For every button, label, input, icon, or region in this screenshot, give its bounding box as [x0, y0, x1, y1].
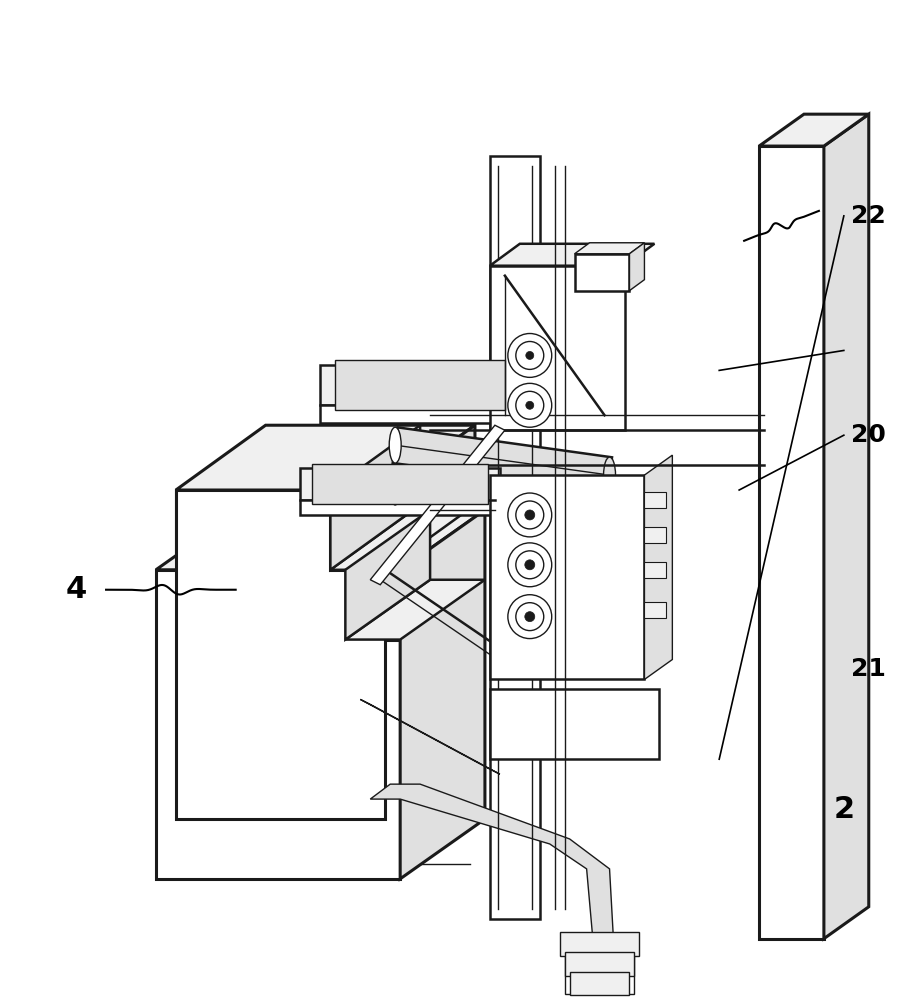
- Circle shape: [507, 383, 551, 427]
- Polygon shape: [335, 360, 505, 410]
- Polygon shape: [490, 244, 653, 266]
- Polygon shape: [320, 365, 519, 405]
- Polygon shape: [400, 510, 484, 879]
- Polygon shape: [577, 944, 621, 979]
- Polygon shape: [360, 699, 499, 774]
- Polygon shape: [320, 405, 519, 423]
- Polygon shape: [490, 689, 659, 759]
- Polygon shape: [176, 490, 385, 819]
- Polygon shape: [643, 602, 665, 618]
- Circle shape: [516, 551, 543, 579]
- Circle shape: [507, 493, 551, 537]
- Text: 2: 2: [833, 795, 854, 824]
- Polygon shape: [176, 425, 474, 490]
- Polygon shape: [758, 114, 868, 146]
- Polygon shape: [330, 505, 474, 570]
- Circle shape: [507, 595, 551, 639]
- Polygon shape: [564, 952, 634, 976]
- Circle shape: [524, 510, 534, 520]
- Polygon shape: [643, 492, 665, 508]
- Polygon shape: [574, 243, 643, 254]
- Polygon shape: [155, 570, 400, 879]
- Circle shape: [524, 560, 534, 570]
- Text: 22: 22: [850, 204, 885, 228]
- Circle shape: [516, 501, 543, 529]
- Polygon shape: [574, 254, 629, 291]
- Text: 21: 21: [850, 657, 885, 681]
- Polygon shape: [155, 510, 484, 570]
- Polygon shape: [369, 425, 505, 585]
- Ellipse shape: [390, 475, 400, 505]
- Ellipse shape: [389, 427, 401, 463]
- Polygon shape: [301, 468, 499, 500]
- Text: 4: 4: [65, 575, 86, 604]
- Polygon shape: [369, 784, 614, 959]
- Polygon shape: [301, 500, 499, 515]
- Polygon shape: [758, 146, 823, 939]
- Circle shape: [507, 543, 551, 587]
- Polygon shape: [643, 455, 672, 679]
- Polygon shape: [823, 114, 868, 939]
- Circle shape: [516, 603, 543, 631]
- Polygon shape: [490, 266, 624, 430]
- Polygon shape: [330, 425, 420, 570]
- Circle shape: [507, 334, 551, 377]
- Polygon shape: [643, 527, 665, 543]
- Circle shape: [526, 351, 533, 359]
- Circle shape: [526, 401, 533, 409]
- Polygon shape: [564, 939, 634, 994]
- Circle shape: [516, 391, 543, 419]
- Polygon shape: [345, 510, 429, 640]
- Circle shape: [516, 341, 543, 369]
- Ellipse shape: [603, 457, 615, 493]
- Polygon shape: [345, 580, 484, 640]
- Polygon shape: [559, 932, 639, 956]
- Polygon shape: [312, 464, 487, 504]
- Polygon shape: [176, 490, 385, 819]
- Polygon shape: [569, 972, 629, 995]
- Polygon shape: [643, 562, 665, 578]
- Polygon shape: [571, 959, 627, 969]
- Polygon shape: [490, 156, 539, 919]
- Polygon shape: [629, 243, 643, 291]
- Text: 20: 20: [850, 423, 885, 447]
- Polygon shape: [393, 475, 615, 525]
- Circle shape: [524, 612, 534, 622]
- Polygon shape: [392, 427, 611, 493]
- Polygon shape: [385, 425, 474, 819]
- Polygon shape: [490, 475, 643, 679]
